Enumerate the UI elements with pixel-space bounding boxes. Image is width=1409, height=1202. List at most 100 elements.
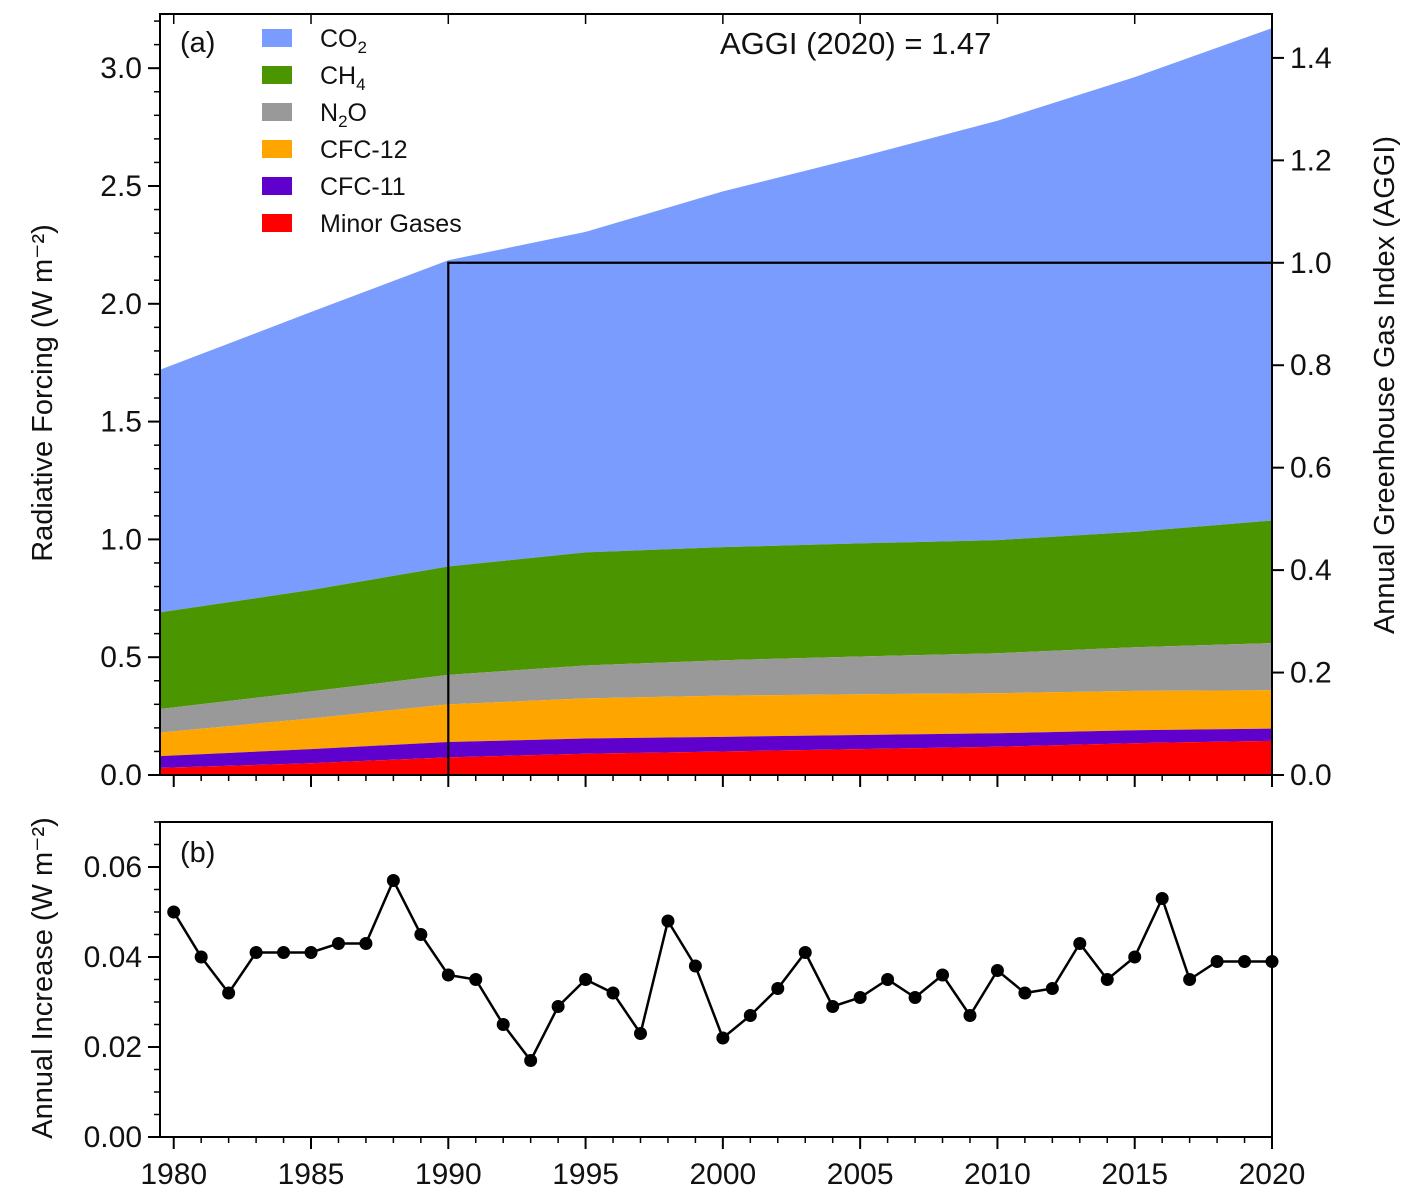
right-y-tick-label: 0.8: [1290, 349, 1332, 382]
data-point: [579, 973, 593, 986]
data-point: [688, 959, 702, 973]
area-co2: [160, 28, 1272, 613]
aggi-reference-box: [447, 261, 1272, 775]
data-point: [990, 964, 1004, 977]
legend-label: CFC-11: [320, 173, 406, 201]
legend: CO2 CH4 N2O CFC-12 CFC-11 Minor Gases: [262, 25, 462, 238]
panel-b-label: (b): [180, 837, 215, 869]
panel-a-frame: [159, 13, 1273, 776]
x-tick-label: 1990: [415, 1158, 482, 1191]
data-point: [414, 928, 428, 941]
legend-label: Minor Gases: [320, 210, 462, 238]
data-point: [798, 946, 812, 959]
legend-swatch: [262, 29, 292, 47]
y-tick-label: 0.04: [84, 941, 142, 974]
data-point: [441, 968, 455, 982]
data-point: [963, 1009, 977, 1022]
data-point: [716, 1031, 730, 1045]
data-point: [496, 1018, 510, 1031]
x-tick-label: 2020: [1239, 1158, 1306, 1191]
data-point: [1238, 955, 1252, 968]
x-tick-label: 2015: [1101, 1158, 1168, 1191]
right-y-tick-label: 0.6: [1290, 452, 1332, 485]
data-point: [331, 937, 345, 950]
legend-item-cfc-12: CFC-12: [262, 136, 408, 164]
data-point: [249, 946, 263, 959]
data-point: [1210, 955, 1224, 968]
data-point: [386, 874, 400, 887]
area-n2o: [160, 643, 1272, 733]
x-tick-label: 1980: [140, 1158, 207, 1191]
data-point: [661, 914, 675, 928]
y-axis-title-left: Radiative Forcing (W m⁻²): [27, 224, 59, 562]
data-point: [304, 946, 318, 959]
x-tick-label: 2005: [827, 1158, 894, 1191]
annual-increase-series: [167, 874, 1279, 1067]
y-tick-label: 0.02: [84, 1031, 142, 1064]
data-point: [826, 1000, 840, 1013]
y-tick-label: 1.5: [100, 406, 142, 439]
data-point: [167, 905, 181, 919]
legend-label: N2O: [320, 99, 367, 131]
area-ch4: [160, 520, 1272, 710]
legend-item-co2: CO2: [262, 25, 367, 57]
right-y-tick-label: 0.0: [1290, 759, 1332, 792]
data-point: [1018, 986, 1032, 1000]
panel-b-ticks: 0.00 0.02 0.04 0.06 1980 1985 1990 1995 2000 2005…: [84, 821, 1306, 1191]
y-axis-title-bottom: Annual Increase (W m⁻²): [27, 817, 59, 1139]
reference-line: [447, 261, 1272, 775]
data-point: [743, 1009, 757, 1022]
y-tick-label: 2.5: [100, 170, 142, 203]
data-point: [222, 986, 236, 1000]
data-point: [908, 991, 922, 1004]
legend-label: CO2: [320, 25, 367, 57]
legend-item-cfc-11: CFC-11: [262, 173, 406, 201]
legend-item-minor-gases: Minor Gases: [262, 210, 462, 238]
data-point: [194, 950, 208, 964]
right-y-tick-label: 0.4: [1290, 554, 1332, 587]
y-axis-title-right: Annual Greenhouse Gas Index (AGGI): [1369, 136, 1401, 634]
data-point: [524, 1054, 538, 1067]
legend-swatch: [262, 103, 292, 121]
y-tick-label: 3.0: [100, 52, 142, 85]
panel-a-label: (a): [180, 27, 215, 59]
x-tick-label: 1985: [278, 1158, 345, 1191]
panel-a-ticks: 0.0 0.5 1.0 1.5 2.0 2.5 3.0 0.0 0.2 0.4 0.6 0.8 1.0 1…: [100, 14, 1332, 792]
legend-swatch: [262, 214, 292, 232]
data-point: [633, 1027, 647, 1040]
data-point: [853, 991, 867, 1004]
panel-a-radiative-forcing: 0.0 0.5 1.0 1.5 2.0 2.5 3.0 0.0 0.2 0.4 0.6 0.8 1.0 1…: [27, 13, 1401, 792]
data-point: [771, 982, 785, 995]
data-point: [551, 1000, 565, 1013]
data-point: [936, 968, 950, 982]
aggi-annotation: AGGI (2020) = 1.47: [720, 26, 991, 61]
data-point: [469, 973, 483, 986]
y-tick-label: 1.0: [100, 523, 142, 556]
data-point: [1155, 892, 1169, 905]
area-cfc-11: [160, 728, 1272, 768]
x-tick-label: 1995: [552, 1158, 619, 1191]
data-point: [1100, 973, 1114, 986]
x-tick-label: 2010: [964, 1158, 1031, 1191]
data-point: [606, 986, 620, 1000]
data-point: [277, 946, 291, 959]
right-y-tick-label: 1.2: [1290, 144, 1332, 177]
data-point: [359, 937, 373, 950]
legend-label: CH4: [320, 62, 366, 94]
right-y-tick-label: 0.2: [1290, 657, 1332, 690]
y-tick-label: 0.00: [84, 1121, 142, 1154]
data-point: [1265, 955, 1279, 968]
legend-item-ch4: CH4: [262, 62, 366, 94]
data-point: [1073, 937, 1087, 950]
data-point: [1128, 950, 1142, 964]
panel-b-annual-increase: 0.00 0.02 0.04 0.06 1980 1985 1990 1995 2000 2005…: [27, 817, 1305, 1191]
data-point: [881, 973, 895, 986]
right-y-tick-label: 1.4: [1290, 42, 1332, 75]
legend-label: CFC-12: [320, 136, 408, 164]
legend-item-n2o: N2O: [262, 99, 367, 131]
data-point: [1045, 982, 1059, 995]
area-minor-gases: [160, 740, 1272, 775]
y-tick-label: 0.0: [100, 759, 142, 792]
legend-swatch: [262, 66, 292, 84]
